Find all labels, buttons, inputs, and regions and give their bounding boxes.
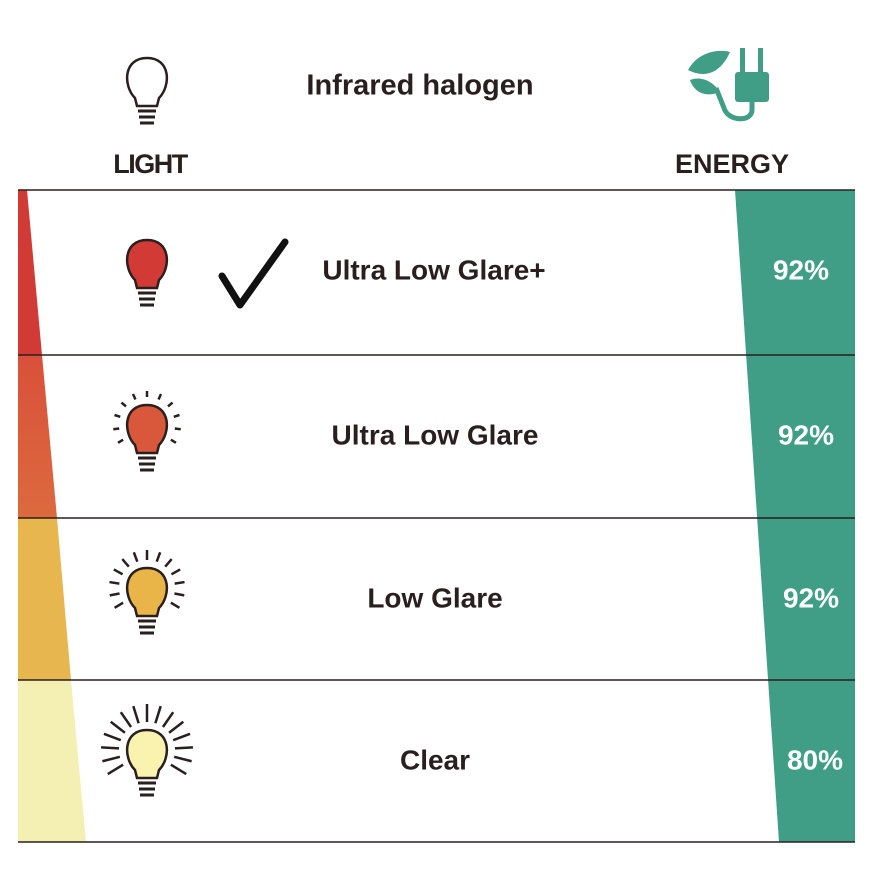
- bulb-ray: [132, 705, 140, 724]
- light-label: LIGHT: [113, 149, 188, 179]
- bulb-ray: [173, 413, 180, 418]
- bulb-ray: [174, 592, 185, 597]
- wedge-yellow: [18, 518, 71, 680]
- energy-value: 92%: [778, 419, 834, 450]
- wedge-orange: [18, 355, 57, 518]
- bulb-ray: [168, 720, 185, 734]
- row-label: Ultra Low Glare+: [322, 254, 545, 285]
- row-label: Low Glare: [367, 582, 502, 613]
- bulb-icon: [125, 238, 169, 307]
- bulb-glass: [125, 56, 169, 108]
- bulb-ray: [109, 580, 120, 585]
- energy-label: ENERGY: [675, 149, 789, 179]
- checkmark: [218, 238, 289, 309]
- bulb-ray: [102, 755, 121, 763]
- bulb-ray: [113, 568, 124, 576]
- bulb-icon: [101, 704, 193, 797]
- bulb-ray: [164, 558, 173, 568]
- bulb-ray: [170, 601, 181, 609]
- bulb-glass: [125, 728, 169, 780]
- bulb-ray: [174, 427, 181, 431]
- bulb-glass: [125, 238, 169, 290]
- row-label: Clear: [400, 744, 470, 775]
- bulb-ray: [119, 711, 133, 728]
- bulb-ray: [170, 763, 187, 776]
- bulb-ray: [174, 746, 193, 750]
- bulb-icon: [113, 391, 181, 472]
- bulb-ray: [113, 601, 124, 609]
- bulb-ray: [101, 746, 120, 750]
- bulb-ray: [103, 732, 122, 742]
- bulb-ray: [172, 732, 191, 742]
- bulb-ray: [121, 558, 130, 568]
- bulb-ray: [154, 705, 162, 724]
- bulb-ray: [174, 580, 185, 585]
- bulb-ray: [155, 551, 162, 563]
- bulb-ray: [167, 401, 174, 408]
- bulb-icon: [125, 56, 169, 125]
- title: Infrared halogen: [306, 70, 533, 102]
- bulb-ray: [120, 401, 127, 408]
- bulb-ray: [107, 763, 124, 776]
- bulb-ray: [132, 551, 139, 563]
- bulb-icon: [109, 550, 185, 635]
- row-label: Ultra Low Glare: [332, 419, 539, 450]
- bulb-ray: [170, 438, 177, 444]
- bulb-ray: [173, 755, 192, 763]
- energy-value: 80%: [787, 744, 843, 775]
- bulb-ray: [109, 592, 120, 597]
- row-lines: [18, 189, 855, 843]
- energy-icon: [688, 48, 769, 122]
- bulb-ray: [117, 438, 124, 444]
- bulb-ray: [157, 393, 163, 400]
- energy-value: 92%: [773, 254, 829, 285]
- bulb-glass: [125, 566, 169, 618]
- wedge-red: [18, 190, 42, 355]
- wedge-pale: [18, 680, 86, 842]
- energy-value: 92%: [783, 582, 839, 613]
- bulb-ray: [114, 413, 121, 418]
- energy-band: [735, 190, 855, 842]
- bulb-ray: [113, 427, 120, 431]
- bulb-glass: [125, 403, 169, 455]
- bulb-ray: [109, 720, 126, 734]
- bulb-ray: [161, 711, 175, 728]
- bulb-ray: [170, 568, 181, 576]
- bulb-ray: [131, 393, 137, 400]
